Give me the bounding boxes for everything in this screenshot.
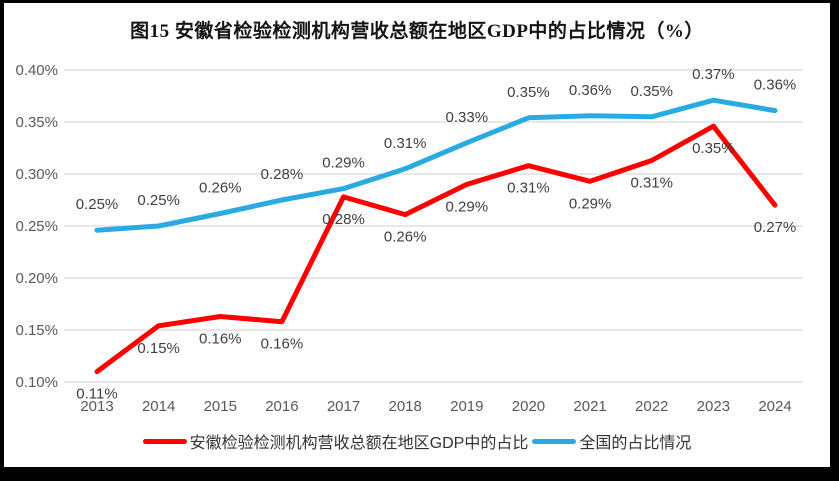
data-label: 0.31% (384, 135, 427, 152)
data-label: 0.36% (754, 77, 797, 94)
data-label: 0.33% (446, 109, 489, 126)
series-line-anhui (94, 123, 778, 375)
data-labels-anhui: 0.11% 0.15% 0.16% 0.16% 0.28% 0.26% 0.29% 0.31%… (76, 140, 796, 402)
y-tick-label: 0.40% (15, 62, 58, 79)
data-label: 0.11% (76, 386, 117, 403)
data-label: 0.35% (507, 84, 550, 101)
x-tick-label: 2015 (204, 398, 237, 415)
figure-frame: 图15 安徽省检验检测机构营收总额在地区GDP中的占比情况（%） 0.40% 0.… (4, 3, 830, 467)
legend-item-national: 全国的占比情况 (532, 429, 691, 453)
data-label: 0.28% (322, 211, 365, 228)
data-label: 0.25% (76, 196, 119, 213)
x-tick-label: 2014 (142, 398, 175, 415)
chart-title: 图15 安徽省检验检测机构营收总额在地区GDP中的占比情况（%） (130, 21, 704, 42)
x-tick-label: 2024 (758, 398, 791, 415)
data-label: 0.29% (446, 198, 489, 215)
data-label: 0.35% (692, 140, 735, 157)
y-tick-label: 0.20% (15, 270, 58, 287)
data-label: 0.26% (384, 229, 427, 246)
legend-label-national: 全国的占比情况 (579, 435, 692, 452)
data-label: 0.37% (692, 66, 735, 83)
data-label: 0.31% (630, 175, 673, 192)
x-tick-labels: 2013 2014 2015 2016 2017 2018 2019 2020 2021 2022… (80, 398, 791, 415)
y-tick-label: 0.10% (15, 374, 58, 391)
data-label: 0.31% (507, 180, 550, 197)
x-tick-label: 2022 (635, 398, 668, 415)
data-label: 0.36% (569, 82, 612, 99)
x-tick-label: 2018 (388, 398, 421, 415)
x-tick-label: 2016 (265, 398, 298, 415)
y-tick-label: 0.25% (15, 218, 58, 235)
legend-item-anhui: 安徽检验检测机构营收总额在地区GDP中的占比 (142, 429, 529, 453)
data-label: 0.16% (199, 331, 242, 348)
x-tick-label: 2017 (327, 398, 360, 415)
data-label: 0.35% (630, 83, 673, 100)
x-tick-label: 2021 (573, 398, 606, 415)
legend-line-sample-red (142, 438, 187, 444)
y-tick-label: 0.35% (15, 114, 58, 131)
data-label: 0.16% (261, 336, 304, 353)
series-line-national (94, 97, 778, 233)
data-labels-national: 0.25% 0.25% 0.26% 0.28% 0.29% 0.31% 0.33% 0.35%… (76, 66, 797, 213)
line-chart: 0.40%0.35%0.30%0.25%0.20%0.15%0.10%2013 2… (15, 62, 803, 415)
legend: 安徽检验检测机构营收总额在地区GDP中的占比 全国的占比情况 (4, 430, 830, 452)
x-tick-label: 2020 (512, 398, 545, 415)
data-label: 0.25% (137, 192, 180, 209)
x-tick-label: 2019 (450, 398, 483, 415)
y-tick-labels: 0.40% 0.35% 0.30% 0.25% 0.20% 0.15% 0.10% (15, 62, 58, 391)
data-label: 0.29% (569, 195, 612, 212)
data-label: 0.27% (754, 219, 797, 236)
x-tick-label: 2023 (697, 398, 730, 415)
data-label: 0.26% (199, 180, 242, 197)
y-tick-label: 0.30% (15, 166, 58, 183)
data-label: 0.15% (137, 340, 180, 357)
y-gridlines (64, 69, 803, 383)
legend-line-sample-blue (532, 438, 577, 444)
data-label: 0.29% (322, 155, 365, 172)
data-label: 0.28% (261, 166, 304, 183)
legend-label-anhui: 安徽检验检测机构营收总额在地区GDP中的占比 (189, 435, 529, 452)
y-tick-label: 0.15% (15, 322, 58, 339)
x-tick-label: 2013 (80, 398, 113, 415)
